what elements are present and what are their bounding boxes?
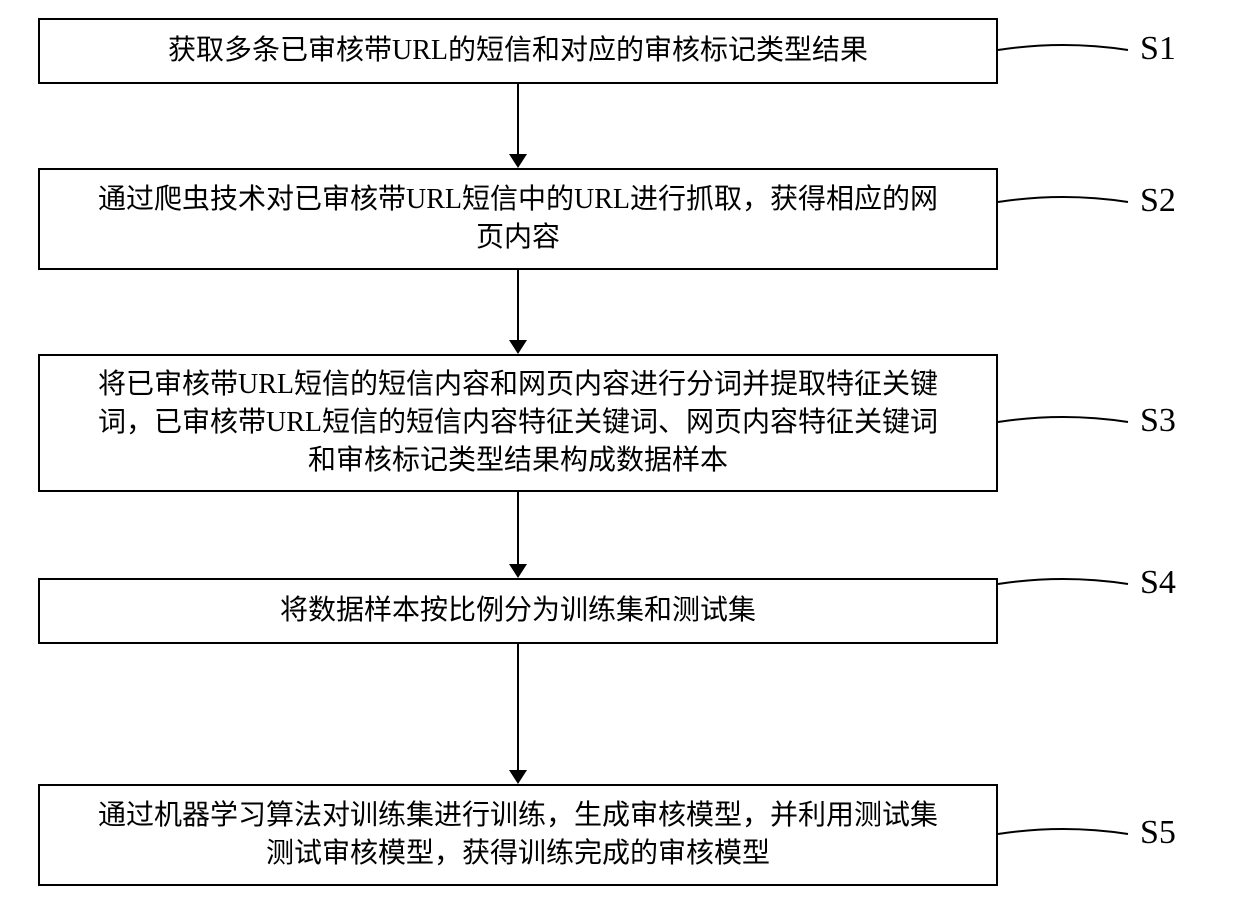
step-label-s2: S2	[1140, 182, 1176, 220]
step-text-s2: 通过爬虫技术对已审核带URL短信中的URL进行抓取，获得相应的网 页内容	[98, 181, 938, 257]
leader-line-s5	[998, 826, 1128, 842]
leader-line-s2	[998, 194, 1128, 210]
step-label-s1: S1	[1140, 30, 1176, 68]
leader-line-s3	[998, 414, 1128, 430]
flowchart-canvas: 获取多条已审核带URL的短信和对应的审核标记类型结果 通过爬虫技术对已审核带UR…	[0, 0, 1239, 916]
step-label-s5: S5	[1140, 814, 1176, 852]
arrow-s2-s3	[508, 270, 528, 354]
step-box-s3: 将已审核带URL短信的短信内容和网页内容进行分词并提取特征关键 词，已审核带UR…	[38, 354, 998, 492]
step-text-s1: 获取多条已审核带URL的短信和对应的审核标记类型结果	[168, 32, 868, 70]
step-text-s5: 通过机器学习算法对训练集进行训练，生成审核模型，并利用测试集 测试审核模型，获得…	[98, 797, 938, 873]
leader-line-s1	[998, 42, 1128, 58]
leader-line-s4	[998, 576, 1128, 592]
arrow-s1-s2	[508, 84, 528, 168]
step-box-s1: 获取多条已审核带URL的短信和对应的审核标记类型结果	[38, 18, 998, 84]
step-box-s4: 将数据样本按比例分为训练集和测试集	[38, 578, 998, 644]
step-box-s2: 通过爬虫技术对已审核带URL短信中的URL进行抓取，获得相应的网 页内容	[38, 168, 998, 270]
step-label-s4: S4	[1140, 564, 1176, 602]
step-text-s3: 将已审核带URL短信的短信内容和网页内容进行分词并提取特征关键 词，已审核带UR…	[98, 366, 938, 479]
step-label-s3: S3	[1140, 402, 1176, 440]
arrow-s4-s5	[508, 644, 528, 784]
step-box-s5: 通过机器学习算法对训练集进行训练，生成审核模型，并利用测试集 测试审核模型，获得…	[38, 784, 998, 886]
arrow-s3-s4	[508, 492, 528, 578]
step-text-s4: 将数据样本按比例分为训练集和测试集	[280, 592, 756, 630]
